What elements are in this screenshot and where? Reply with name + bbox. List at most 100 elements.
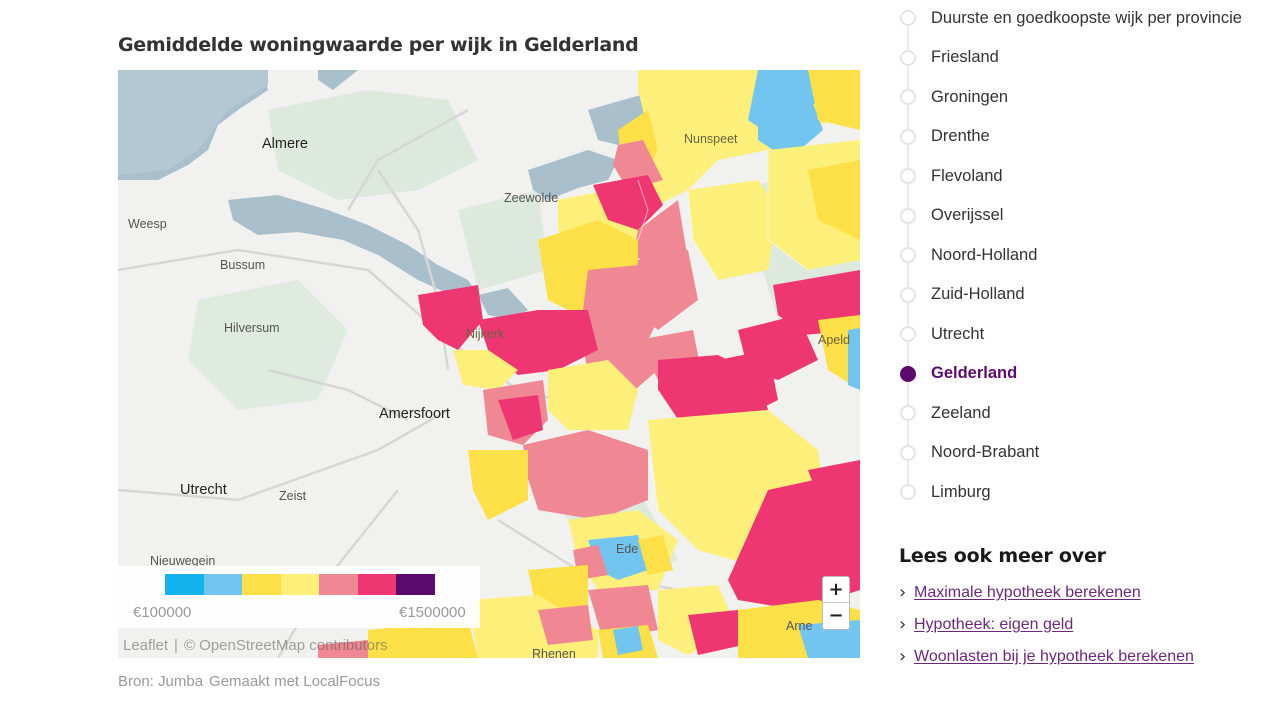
toc-item-label: Limburg <box>931 482 991 501</box>
toc-item-label: Gelderland <box>931 364 1018 382</box>
map-canvas[interactable] <box>118 70 860 658</box>
region-polygon[interactable] <box>758 90 823 160</box>
legend-swatch <box>165 574 204 595</box>
leaflet-link[interactable]: Leaflet <box>123 637 169 654</box>
place-label-utrecht: Utrecht <box>180 482 227 498</box>
dot-icon <box>900 207 916 224</box>
dot-icon <box>900 326 916 342</box>
place-label-almere: Almere <box>262 136 308 152</box>
lake-water <box>318 70 358 90</box>
dot-icon <box>900 128 916 145</box>
dot-icon <box>900 247 916 263</box>
toc-item-noord-brabant[interactable]: Noord-Brabant <box>900 443 1039 463</box>
region-polygon[interactable] <box>808 460 860 520</box>
region-polygon[interactable] <box>808 70 860 130</box>
toc-item-flevoland[interactable]: Flevoland <box>900 166 1003 186</box>
legend-max-label: €1500000 <box>399 604 466 621</box>
map-attribution: Leaflet | © OpenStreetMap contributors <box>123 637 388 654</box>
dot-icon <box>900 286 916 303</box>
region-polygon[interactable] <box>848 328 860 390</box>
region-polygon[interactable] <box>478 310 598 375</box>
dot-icon <box>900 444 916 461</box>
legend-swatch <box>357 574 396 595</box>
region-polygon[interactable] <box>583 265 658 350</box>
region-polygon[interactable] <box>688 180 778 280</box>
legend-swatch <box>203 574 242 595</box>
place-label-bussum: Bussum <box>220 258 266 272</box>
toc-item-label: Zuid-Holland <box>931 285 1025 303</box>
forest-area <box>268 90 478 200</box>
toc-item-friesland[interactable]: Friesland <box>900 48 999 68</box>
region-polygon[interactable] <box>688 610 743 655</box>
region-polygon[interactable] <box>613 140 663 190</box>
place-label-ede: Ede <box>616 542 639 556</box>
attribution-separator: | <box>174 637 178 654</box>
toc-item-duurste-en-goedkoopste-wijk-per-provincie[interactable]: Duurste en goedkoopste wijk per provinci… <box>900 8 1242 28</box>
toc-item-gelderland[interactable]: Gelderland <box>900 364 1017 384</box>
lake-water <box>228 195 478 298</box>
place-label-nieuwegein: Nieuwegein <box>150 554 216 568</box>
read-more-link[interactable]: Hypotheek: eigen geld <box>914 615 1074 633</box>
forest-area <box>458 190 548 290</box>
toc-item-label: Noord-Brabant <box>931 443 1040 461</box>
lake-water <box>478 288 528 320</box>
region-polygon[interactable] <box>418 285 483 350</box>
legend-color-scale <box>165 574 435 595</box>
legend-swatch <box>319 574 358 595</box>
place-label-rhenen: Rhenen <box>532 647 576 658</box>
toc-item-label: Groningen <box>931 87 1009 106</box>
legend-swatch <box>280 574 319 595</box>
region-polygon[interactable] <box>633 200 688 270</box>
toc-item-label: Friesland <box>931 48 999 66</box>
made-with-link[interactable]: Gemaakt met LocalFocus <box>209 673 380 690</box>
color-legend: €100000 €1500000 <box>118 566 480 628</box>
region-polygon[interactable] <box>808 160 860 240</box>
zoom-in-button[interactable]: + <box>823 577 849 603</box>
place-label-nunspeet: Nunspeet <box>684 132 738 146</box>
toc-item-label: Duurste en goedkoopste wijk per provinci… <box>931 8 1242 27</box>
place-label-nijkerk: Nijkerk <box>466 327 505 341</box>
toc-item-drenthe[interactable]: Drenthe <box>900 127 990 147</box>
map-title: Gemiddelde woningwaarde per wijk in Geld… <box>118 34 639 56</box>
read-more-heading: Lees ook meer over <box>899 545 1106 567</box>
source-line: Bron: Jumba Gemaakt met LocalFocus <box>118 673 380 690</box>
read-more-link[interactable]: Woonlasten bij je hypotheek berekenen <box>914 647 1194 665</box>
osm-link[interactable]: © OpenStreetMap contributors <box>183 637 388 654</box>
region-polygon[interactable] <box>498 395 543 440</box>
region-polygon[interactable] <box>613 626 643 655</box>
toc-item-groningen[interactable]: Groningen <box>900 87 1008 107</box>
toc-item-overijssel[interactable]: Overijssel <box>900 206 1003 226</box>
region-polygon[interactable] <box>538 605 593 645</box>
read-more-link-row: › Hypotheek: eigen geld <box>899 614 1073 635</box>
region-polygon[interactable] <box>523 430 648 520</box>
toc-item-zuid-holland[interactable]: Zuid-Holland <box>900 285 1025 305</box>
choropleth-map[interactable]: Almere Weesp Bussum Hilversum Amersfoort… <box>118 70 860 658</box>
dot-icon <box>900 10 916 26</box>
chevron-right-icon: › <box>899 646 907 667</box>
toc-item-utrecht[interactable]: Utrecht <box>900 324 984 344</box>
region-polygon[interactable] <box>718 350 778 415</box>
toc-item-label: Utrecht <box>931 324 985 343</box>
region-polygon[interactable] <box>548 360 638 430</box>
place-label-arnhem: Arne <box>786 619 813 633</box>
legend-swatch <box>396 574 435 595</box>
source-text: Bron: Jumba <box>118 673 204 690</box>
toc-item-label: Drenthe <box>931 127 990 145</box>
region-polygon[interactable] <box>318 640 368 658</box>
toc-item-limburg[interactable]: Limburg <box>900 482 991 502</box>
toc-item-zeeland[interactable]: Zeeland <box>900 403 991 423</box>
region-polygon[interactable] <box>453 350 518 390</box>
region-polygon[interactable] <box>368 620 478 658</box>
read-more-link-row: › Woonlasten bij je hypotheek berekenen <box>899 646 1194 667</box>
place-label-amersfoort: Amersfoort <box>379 406 450 422</box>
zoom-control: + − <box>822 576 850 630</box>
dot-icon <box>900 405 916 421</box>
read-more-link[interactable]: Maximale hypotheek berekenen <box>914 583 1141 601</box>
region-polygon[interactable] <box>468 450 528 520</box>
region-borders <box>527 150 809 511</box>
place-label-weesp: Weesp <box>128 217 167 231</box>
toc-item-noord-holland[interactable]: Noord-Holland <box>900 245 1037 265</box>
region-polygon[interactable] <box>638 535 673 575</box>
dot-icon <box>900 168 916 184</box>
zoom-out-button[interactable]: − <box>828 605 844 626</box>
